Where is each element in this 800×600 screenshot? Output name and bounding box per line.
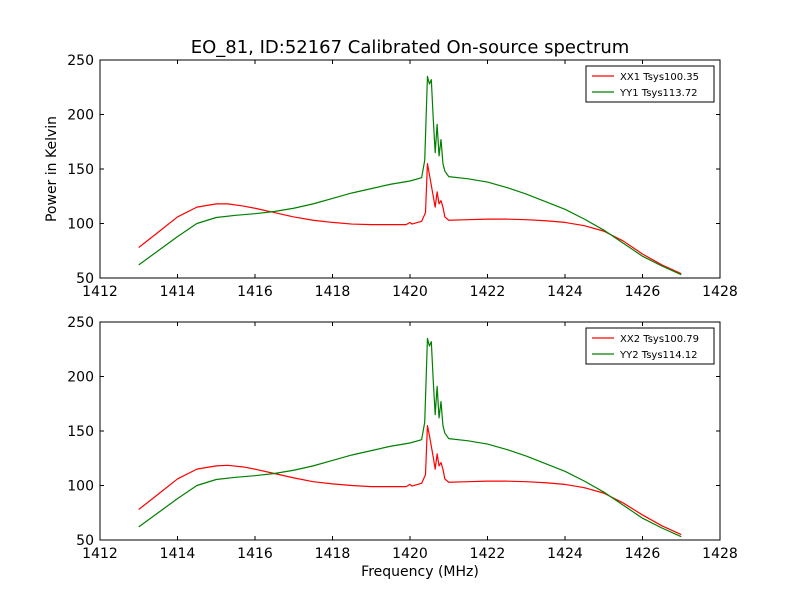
x-tick-label: 1428 bbox=[702, 546, 738, 562]
y-tick-label: 100 bbox=[67, 479, 94, 495]
legend: XX2 Tsys100.79 YY2 Tsys114.12 bbox=[585, 327, 715, 365]
series-line-yy bbox=[138, 75, 682, 276]
x-tick-label: 1416 bbox=[237, 284, 273, 300]
y-tick-label: 250 bbox=[67, 315, 94, 331]
y-tick-label: 250 bbox=[67, 53, 94, 69]
x-tick-label: 1414 bbox=[160, 546, 196, 562]
upper-plot-panel: 1412 1414 1416 1418 1420 1422 1424 1426 1428 50 10… bbox=[44, 53, 738, 300]
x-tick-label: 1424 bbox=[547, 284, 583, 300]
x-tick-label: 1420 bbox=[392, 546, 428, 562]
x-tick-label: 1418 bbox=[315, 284, 351, 300]
x-tick-label: 1426 bbox=[625, 546, 661, 562]
y-tick-label: 200 bbox=[67, 370, 94, 386]
y-tick-label: 50 bbox=[76, 271, 94, 287]
y-tick-label: 50 bbox=[76, 533, 94, 549]
x-tick-label: 1422 bbox=[470, 284, 506, 300]
x-tick-label: 1428 bbox=[702, 284, 738, 300]
series-line-xx bbox=[138, 162, 682, 275]
x-tick-label: 1420 bbox=[392, 284, 428, 300]
y-axis-label: Power in Kelvin bbox=[44, 116, 60, 222]
y-tick-label: 150 bbox=[67, 424, 94, 440]
lower-plot-panel: 1412 1414 1416 1418 1420 1422 1424 1426 1428 50 10… bbox=[67, 315, 738, 580]
x-tick-label: 1412 bbox=[82, 284, 118, 300]
series-line-xx bbox=[138, 424, 682, 536]
x-tick-label: 1424 bbox=[547, 546, 583, 562]
series-line-yy bbox=[138, 337, 682, 538]
x-tick-label: 1426 bbox=[625, 284, 661, 300]
legend-box bbox=[585, 327, 715, 365]
legend: XX1 Tsys100.35 YY1 Tsys113.72 bbox=[585, 65, 715, 103]
legend-box bbox=[585, 65, 715, 103]
legend-entry: XX1 Tsys100.35 bbox=[620, 72, 699, 83]
legend-entry: YY1 Tsys113.72 bbox=[619, 88, 698, 99]
y-tick-label: 150 bbox=[67, 162, 94, 178]
x-tick-label: 1418 bbox=[315, 546, 351, 562]
x-tick-label: 1414 bbox=[160, 284, 196, 300]
x-tick-label: 1412 bbox=[82, 546, 118, 562]
legend-entry: XX2 Tsys100.79 bbox=[620, 334, 699, 345]
x-tick-label: 1422 bbox=[470, 546, 506, 562]
x-axis-label: Frequency (MHz) bbox=[361, 564, 479, 580]
legend-entry: YY2 Tsys114.12 bbox=[619, 350, 698, 361]
y-tick-label: 200 bbox=[67, 108, 94, 124]
x-tick-label: 1416 bbox=[237, 546, 273, 562]
y-tick-label: 100 bbox=[67, 217, 94, 233]
figure-title: EO_81, ID:52167 Calibrated On-source spe… bbox=[191, 37, 630, 58]
